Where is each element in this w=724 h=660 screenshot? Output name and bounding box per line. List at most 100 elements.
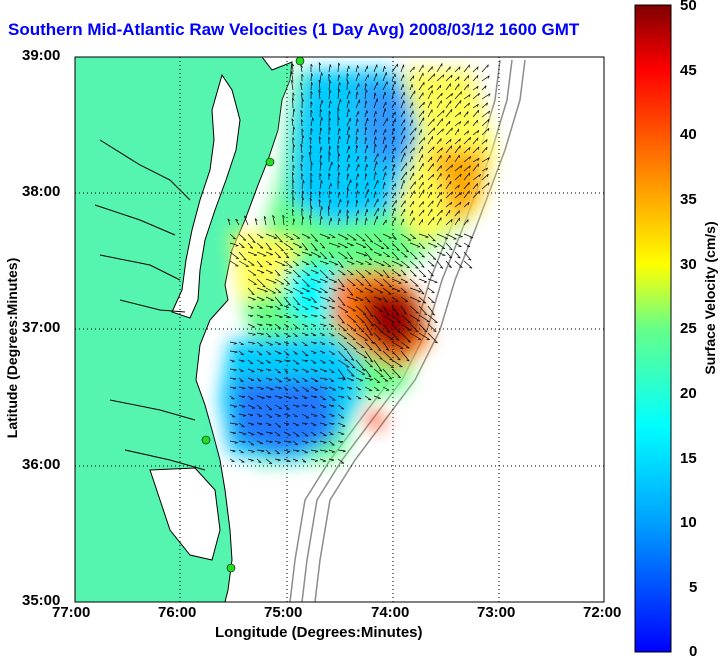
colorbar-tick-label: 30 bbox=[680, 256, 697, 273]
colorbar-tick-label: 5 bbox=[689, 579, 697, 596]
velocity-arrow-head bbox=[269, 409, 272, 410]
velocity-arrow-head bbox=[332, 162, 333, 165]
velocity-arrow-head bbox=[395, 164, 396, 167]
velocity-arrow-head bbox=[305, 335, 308, 336]
velocity-arrow-head bbox=[259, 355, 262, 356]
velocity-arrow-head bbox=[278, 328, 281, 329]
velocity-arrow-head bbox=[407, 267, 410, 268]
colorbar-tick-label: 35 bbox=[680, 191, 697, 208]
velocity-arrow-head bbox=[380, 376, 383, 377]
velocity-arrow-head bbox=[468, 84, 469, 87]
velocity-arrow-head bbox=[353, 322, 356, 323]
station-marker bbox=[202, 436, 210, 444]
colorbar-tick-label: 50 bbox=[680, 0, 697, 14]
velocity-arrow-head bbox=[313, 326, 316, 327]
colorbar-tick-label: 20 bbox=[680, 385, 697, 402]
y-tick-label: 38:00 bbox=[22, 183, 60, 200]
velocity-arrow-head bbox=[251, 380, 254, 381]
x-tick-label: 76:00 bbox=[158, 604, 196, 621]
velocity-arrow-head bbox=[395, 81, 396, 84]
velocity-arrow-head bbox=[236, 258, 239, 259]
velocity-arrow bbox=[293, 127, 294, 135]
velocity-arrow-head bbox=[353, 339, 356, 340]
velocity-arrow-head bbox=[432, 184, 433, 187]
velocity-arrow-head bbox=[412, 156, 413, 159]
velocity-arrow-head bbox=[378, 398, 381, 399]
velocity-arrow-head bbox=[324, 308, 327, 309]
x-tick-label: 75:00 bbox=[264, 604, 302, 621]
velocity-arrow-head bbox=[408, 322, 411, 323]
velocity-arrow-head bbox=[460, 237, 463, 238]
velocity-arrow bbox=[320, 128, 321, 135]
colorbar-tick-label: 25 bbox=[680, 320, 697, 337]
velocity-arrow-head bbox=[305, 355, 308, 356]
velocity-arrow-head bbox=[377, 382, 380, 383]
velocity-arrow-head bbox=[441, 165, 442, 168]
velocity-arrow bbox=[311, 82, 312, 90]
colorbar bbox=[635, 5, 671, 652]
colorbar-tick-label: 45 bbox=[680, 62, 697, 79]
velocity-arrow-head bbox=[404, 100, 405, 103]
x-tick-label: 73:00 bbox=[477, 604, 515, 621]
y-tick-label: 36:00 bbox=[22, 456, 60, 473]
velocity-arrow-head bbox=[286, 355, 289, 356]
y-tick-label: 37:00 bbox=[22, 319, 60, 336]
velocity-arrow-head bbox=[270, 390, 273, 391]
velocity-arrow-head bbox=[440, 85, 441, 88]
velocity-arrow-head bbox=[404, 257, 407, 258]
velocity-arrow-head bbox=[435, 282, 438, 283]
velocity-arrow-head bbox=[368, 189, 369, 192]
velocity-arrow-head bbox=[260, 317, 263, 318]
velocity-arrow-head bbox=[253, 300, 256, 301]
velocity-arrow-head bbox=[351, 380, 354, 381]
velocity-arrow-head bbox=[278, 292, 281, 293]
velocity-arrow-head bbox=[441, 192, 442, 195]
velocity-arrow-head bbox=[406, 146, 407, 149]
colorbar-tick-label: 40 bbox=[680, 126, 697, 143]
y-axis-label: Latitude (Degrees:Minutes) bbox=[4, 238, 20, 458]
x-axis-label: Longitude (Degrees:Minutes) bbox=[215, 624, 423, 641]
velocity-arrow-head bbox=[342, 290, 345, 291]
station-marker bbox=[296, 57, 304, 65]
velocity-arrow-head bbox=[325, 264, 328, 265]
velocity-arrow-head bbox=[341, 434, 344, 435]
colorbar-tick-label: 10 bbox=[680, 514, 697, 531]
station-marker bbox=[227, 564, 235, 572]
y-tick-label: 39:00 bbox=[22, 47, 60, 64]
velocity-arrow-head bbox=[340, 210, 341, 213]
velocity-arrow-head bbox=[295, 444, 298, 445]
x-tick-label: 72:00 bbox=[583, 604, 621, 621]
velocity-arrow-head bbox=[364, 256, 367, 257]
velocity-arrow-head bbox=[434, 217, 435, 220]
velocity-arrow bbox=[302, 135, 303, 144]
colorbar-tick-label: 0 bbox=[689, 643, 697, 660]
velocity-arrow-head bbox=[353, 285, 356, 286]
velocity-arrow bbox=[311, 73, 312, 81]
velocity-arrow-head bbox=[478, 138, 479, 141]
velocity-arrow bbox=[329, 191, 330, 198]
velocity-arrow bbox=[329, 146, 330, 153]
velocity-arrow-head bbox=[254, 255, 257, 256]
velocity-arrow-head bbox=[269, 463, 272, 464]
velocity-arrow-head bbox=[468, 121, 469, 124]
velocity-arrow-head bbox=[424, 210, 425, 213]
velocity-arrow-head bbox=[469, 173, 470, 176]
velocity-arrow-head bbox=[417, 247, 420, 248]
velocity-arrow-head bbox=[404, 65, 405, 68]
velocity-arrow-head bbox=[295, 317, 298, 318]
velocity-arrow-head bbox=[478, 164, 479, 167]
x-tick-label: 74:00 bbox=[371, 604, 409, 621]
velocity-arrow bbox=[302, 197, 303, 207]
velocity-arrow-head bbox=[404, 180, 405, 183]
velocity-arrow-head bbox=[426, 237, 429, 238]
velocity-arrow-head bbox=[278, 416, 281, 417]
velocity-arrow-head bbox=[418, 292, 421, 293]
velocity-arrow-head bbox=[332, 416, 335, 417]
velocity-arrow-head bbox=[461, 100, 462, 103]
velocity-arrow-head bbox=[277, 453, 280, 454]
velocity-arrow bbox=[293, 98, 294, 108]
velocity-arrow-head bbox=[469, 182, 470, 185]
velocity-arrow-head bbox=[377, 99, 378, 102]
velocity-arrow-head bbox=[377, 73, 378, 76]
